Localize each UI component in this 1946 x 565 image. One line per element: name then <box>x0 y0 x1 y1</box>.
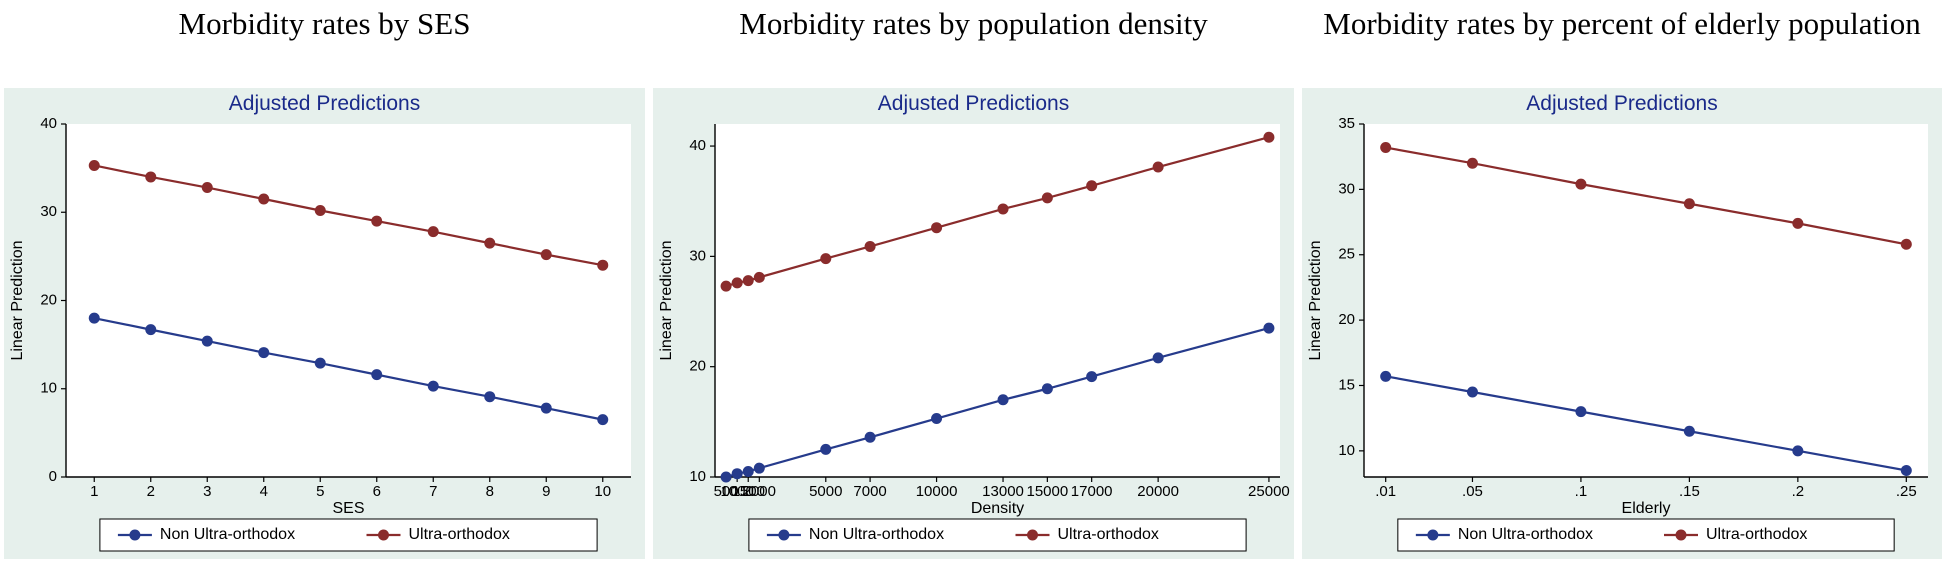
svg-text:Ultra-orthodox: Ultra-orthodox <box>409 526 510 543</box>
svg-text:4: 4 <box>260 483 268 500</box>
svg-text:1: 1 <box>90 483 98 500</box>
svg-text:Adjusted Predictions: Adjusted Predictions <box>229 92 420 115</box>
svg-text:9: 9 <box>542 483 550 500</box>
svg-text:10: 10 <box>1338 442 1355 459</box>
svg-text:20: 20 <box>40 291 57 308</box>
svg-text:7: 7 <box>429 483 437 500</box>
svg-text:30: 30 <box>689 247 706 264</box>
svg-text:35: 35 <box>1338 115 1355 132</box>
svg-text:20: 20 <box>689 358 706 375</box>
svg-text:13000: 13000 <box>982 483 1024 500</box>
svg-text:SES: SES <box>332 500 364 517</box>
svg-text:Linear Prediction: Linear Prediction <box>1307 240 1324 360</box>
svg-text:Adjusted Predictions: Adjusted Predictions <box>1526 92 1717 115</box>
svg-text:.01: .01 <box>1375 483 1396 500</box>
svg-text:30: 30 <box>1338 180 1355 197</box>
svg-text:20: 20 <box>1338 311 1355 328</box>
svg-text:10: 10 <box>40 380 57 397</box>
svg-text:6: 6 <box>373 483 381 500</box>
panel-density: Morbidity rates by population density Ad… <box>649 0 1298 565</box>
svg-text:10: 10 <box>594 483 611 500</box>
svg-text:Ultra-orthodox: Ultra-orthodox <box>1058 526 1159 543</box>
svg-text:2: 2 <box>147 483 155 500</box>
svg-text:5000: 5000 <box>809 483 842 500</box>
panels-row: Morbidity rates by SES Adjusted Predicti… <box>0 0 1946 565</box>
svg-text:.1: .1 <box>1575 483 1588 500</box>
svg-text:40: 40 <box>689 137 706 154</box>
chart-ses: Adjusted Predictions 0 10 20 30 40 1 2 3 4 5 6 7 8 9 10… <box>4 88 645 559</box>
svg-text:Non Ultra-orthodox: Non Ultra-orthodox <box>160 526 295 543</box>
panel-elderly: Morbidity rates by percent of elderly po… <box>1298 0 1946 565</box>
svg-text:Non Ultra-orthodox: Non Ultra-orthodox <box>1458 526 1593 543</box>
svg-text:Linear Prediction: Linear Prediction <box>658 240 675 360</box>
svg-text:2000: 2000 <box>743 483 776 500</box>
svg-text:15: 15 <box>1338 376 1355 393</box>
svg-text:40: 40 <box>40 115 57 132</box>
svg-text:10000: 10000 <box>916 483 958 500</box>
svg-text:Non Ultra-orthodox: Non Ultra-orthodox <box>809 526 944 543</box>
svg-text:Density: Density <box>971 500 1024 517</box>
svg-text:Elderly: Elderly <box>1622 500 1671 517</box>
svg-text:0: 0 <box>49 468 57 485</box>
svg-text:7000: 7000 <box>853 483 886 500</box>
panel-ses: Morbidity rates by SES Adjusted Predicti… <box>0 0 649 565</box>
svg-text:25: 25 <box>1338 246 1355 263</box>
svg-text:5: 5 <box>316 483 324 500</box>
panel-title: Morbidity rates by SES <box>0 0 649 84</box>
svg-text:.25: .25 <box>1896 483 1917 500</box>
svg-text:30: 30 <box>40 203 57 220</box>
svg-text:8: 8 <box>486 483 494 500</box>
svg-text:.05: .05 <box>1462 483 1483 500</box>
svg-text:10: 10 <box>689 468 706 485</box>
svg-text:Ultra-orthodox: Ultra-orthodox <box>1706 526 1807 543</box>
svg-text:17000: 17000 <box>1071 483 1113 500</box>
svg-text:Linear Prediction: Linear Prediction <box>9 240 26 360</box>
svg-text:.2: .2 <box>1792 483 1805 500</box>
svg-text:Adjusted Predictions: Adjusted Predictions <box>878 92 1069 115</box>
panel-title: Morbidity rates by percent of elderly po… <box>1298 0 1946 84</box>
chart-elderly: Adjusted Predictions 10 15 20 25 30 35 .01 .05 .1… <box>1302 88 1942 559</box>
panel-title: Morbidity rates by population density <box>649 0 1298 84</box>
svg-text:25000: 25000 <box>1248 483 1290 500</box>
svg-text:.15: .15 <box>1679 483 1700 500</box>
svg-text:15000: 15000 <box>1026 483 1068 500</box>
svg-text:3: 3 <box>203 483 211 500</box>
svg-text:20000: 20000 <box>1137 483 1179 500</box>
chart-density: Adjusted Predictions10203040500100015002… <box>653 88 1294 559</box>
